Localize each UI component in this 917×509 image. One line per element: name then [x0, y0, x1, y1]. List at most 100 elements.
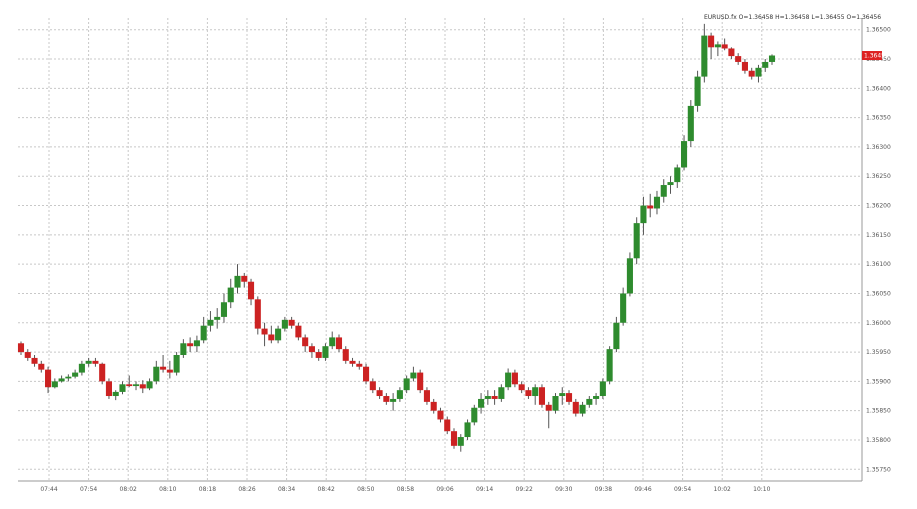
candle-down: [126, 375, 133, 388]
x-tick-label: 10:10: [753, 486, 770, 493]
candle-body: [112, 391, 119, 397]
y-tick-label: 1.35800: [866, 437, 891, 444]
candle-body: [234, 275, 241, 288]
candle-body: [484, 396, 491, 399]
candle-up: [633, 217, 640, 265]
candle-body: [410, 372, 417, 379]
candle-up: [755, 64, 762, 83]
candle-body: [356, 363, 363, 367]
candle-down: [38, 360, 45, 373]
candle-up: [207, 311, 214, 332]
x-tick-label: 07:54: [80, 486, 97, 493]
candle-body: [329, 337, 336, 347]
x-tick-label: 07:44: [40, 486, 57, 493]
candle-up: [593, 393, 600, 405]
candle-body: [214, 316, 221, 320]
x-tick-label: 09:46: [634, 486, 651, 493]
candle-up: [112, 390, 119, 401]
candle-body: [579, 404, 586, 414]
candle-up: [146, 378, 153, 391]
candle-down: [241, 272, 248, 288]
candle-body: [187, 343, 194, 347]
candle-up: [85, 357, 92, 367]
candle-up: [227, 278, 234, 309]
current-price-label: 1.36456: [864, 53, 889, 60]
candle-body: [220, 302, 228, 317]
candle-body: [349, 360, 356, 364]
candle-body: [288, 319, 295, 326]
candle-body: [295, 325, 302, 338]
candle-down: [376, 387, 383, 399]
candle-body: [51, 381, 58, 388]
candle-body: [714, 44, 721, 48]
candle-body: [762, 61, 769, 68]
y-tick-label: 1.36500: [866, 27, 891, 34]
candle-up: [275, 325, 282, 344]
candle-up: [586, 396, 593, 408]
candle-body: [653, 196, 661, 209]
candle-body: [545, 404, 552, 411]
candle-body: [92, 360, 99, 364]
candle-down: [383, 393, 390, 405]
candle-body: [552, 396, 559, 411]
candle-body: [65, 376, 72, 379]
candle-down: [491, 390, 498, 405]
candle-body: [200, 325, 207, 341]
candle-down: [349, 357, 356, 367]
candle-body: [78, 363, 85, 373]
candle-up: [78, 360, 85, 376]
y-tick-label: 1.36400: [866, 85, 891, 92]
candle-body: [667, 182, 674, 186]
candle-body: [444, 419, 451, 432]
candle-body: [498, 387, 505, 399]
candle-up: [505, 368, 512, 391]
candle-down: [437, 407, 444, 423]
candle-up: [396, 387, 403, 402]
candle-body: [268, 334, 275, 341]
candle-down: [105, 378, 112, 399]
y-tick-label: 1.35850: [866, 408, 891, 415]
x-tick-label: 08:50: [357, 486, 374, 493]
candle-up: [390, 393, 397, 411]
candle-body: [173, 354, 180, 373]
x-tick-label: 09:38: [595, 486, 612, 493]
candle-body: [437, 410, 444, 420]
candle-body: [478, 398, 485, 408]
candle-down: [45, 366, 52, 394]
y-tick-label: 1.35900: [866, 378, 891, 385]
candle-body: [430, 401, 437, 411]
y-tick-label: 1.36150: [866, 232, 891, 239]
candle-body: [626, 258, 633, 294]
candle-body: [694, 76, 701, 106]
candle-body: [207, 319, 214, 326]
candle-body: [315, 352, 322, 358]
candle-up: [681, 135, 688, 171]
candle-up: [674, 164, 681, 188]
candle-up: [119, 381, 126, 395]
candle-down: [308, 343, 315, 358]
candle-body: [281, 319, 288, 329]
candle-up: [65, 374, 72, 382]
candle-up: [200, 316, 207, 344]
candle-down: [187, 337, 194, 353]
candle-up: [532, 384, 539, 405]
y-tick-label: 1.36000: [866, 320, 891, 327]
candle-body: [620, 293, 627, 323]
candle-body: [532, 387, 539, 397]
x-tick-label: 08:42: [318, 486, 335, 493]
candle-body: [275, 328, 282, 341]
candle-body: [491, 396, 498, 399]
y-tick-label: 1.36350: [866, 115, 891, 122]
candle-body: [126, 384, 133, 387]
candle-body: [180, 343, 187, 355]
candle-up: [484, 390, 491, 405]
candle-up: [762, 59, 769, 72]
candle-body: [538, 387, 546, 405]
candle-up: [714, 41, 721, 57]
candle-down: [572, 398, 579, 417]
candle-body: [471, 407, 478, 423]
candle-body: [423, 390, 430, 402]
candle-up: [51, 378, 58, 389]
candle-body: [708, 35, 715, 48]
